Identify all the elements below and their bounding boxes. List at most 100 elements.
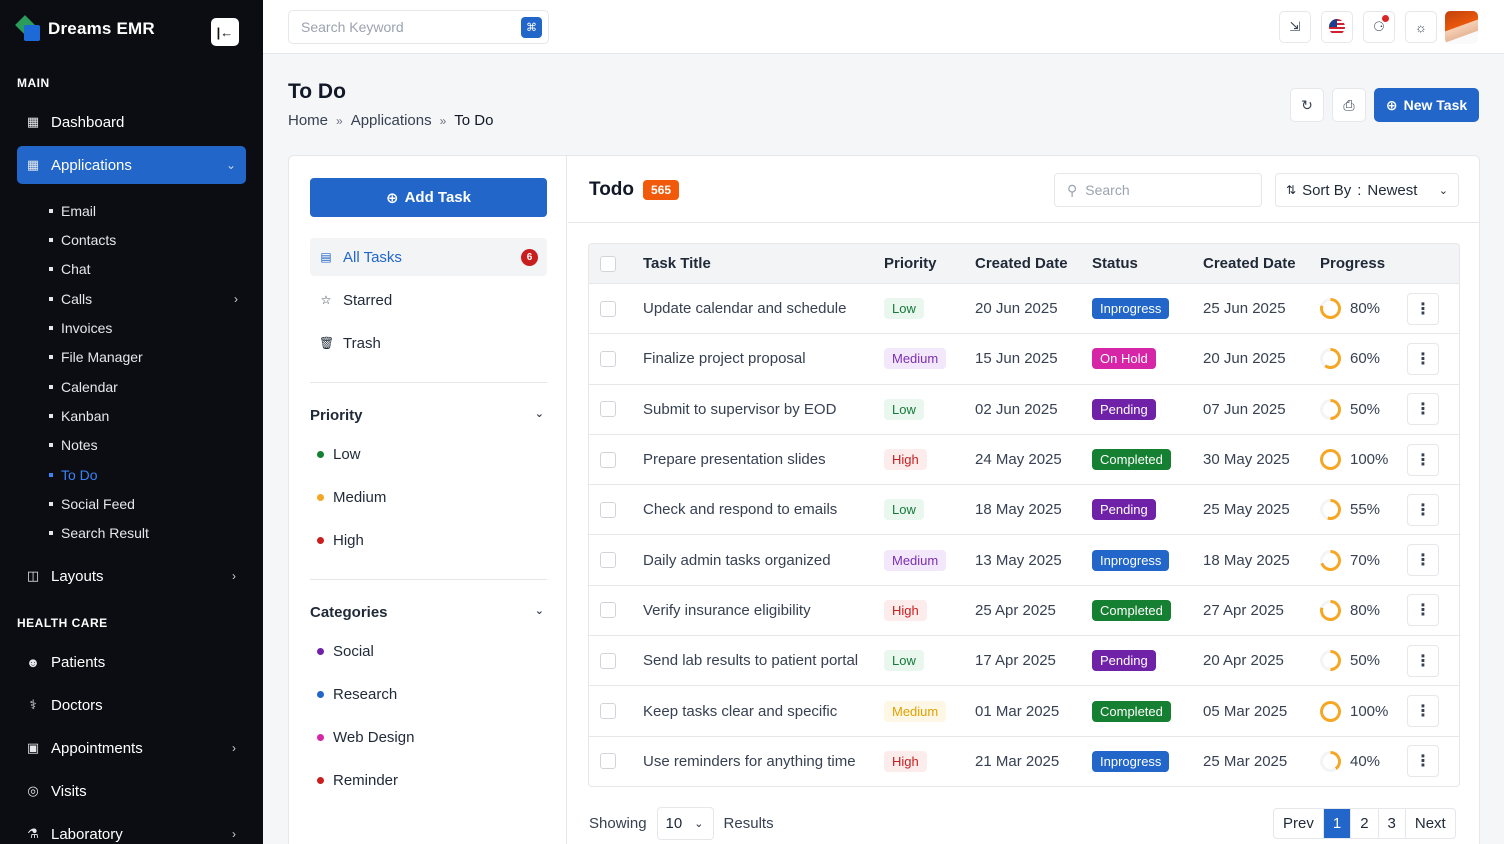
sidebar-subitem-chat[interactable]: Chat: [49, 261, 91, 277]
sidebar-item-doctors[interactable]: ⚕ Doctors: [17, 686, 246, 724]
row-actions-button[interactable]: ⋮: [1407, 443, 1439, 476]
sidebar-subitem-search-result[interactable]: Search Result: [49, 525, 149, 541]
row-actions-button[interactable]: ⋮: [1407, 594, 1439, 627]
sidebar-item-appointments[interactable]: ▣ Appointments ›: [17, 729, 246, 767]
row-checkbox[interactable]: [600, 753, 616, 770]
sidebar-subitem-calls[interactable]: Calls ›: [49, 291, 238, 307]
sidebar-item-layouts[interactable]: ◫ Layouts ›: [17, 557, 246, 595]
todo-search-input[interactable]: ⚲ Search: [1054, 173, 1262, 207]
sidebar-subitem-contacts[interactable]: Contacts: [49, 232, 116, 248]
row-checkbox[interactable]: [600, 350, 616, 367]
row-checkbox[interactable]: [600, 451, 616, 468]
row-checkbox[interactable]: [600, 703, 616, 720]
task-title[interactable]: Finalize project proposal: [643, 350, 806, 368]
sidebar-subitem-file-manager[interactable]: File Manager: [49, 349, 143, 365]
select-all-checkbox[interactable]: [600, 255, 616, 272]
page-size-select[interactable]: 10 ⌄: [656, 807, 714, 840]
search-input[interactable]: Search Keyword ⌘: [288, 10, 549, 44]
add-task-button[interactable]: ⊕ Add Task: [310, 178, 547, 217]
print-button[interactable]: ⎙: [1332, 88, 1366, 122]
sidebar-subitem-email[interactable]: Email: [49, 203, 96, 219]
row-checkbox[interactable]: [600, 602, 616, 619]
command-icon[interactable]: ⌘: [521, 17, 542, 38]
table-row[interactable]: Use reminders for anything time High 21 Ma…: [589, 735, 1459, 786]
column-header-priority[interactable]: Priority: [884, 255, 937, 272]
row-checkbox[interactable]: [600, 552, 616, 569]
table-row[interactable]: Prepare presentation slides High 24 May 20…: [589, 433, 1459, 484]
task-title[interactable]: Prepare presentation slides: [643, 451, 826, 469]
category-filter-social[interactable]: Social: [317, 643, 374, 660]
page-1-button[interactable]: 1: [1322, 809, 1351, 838]
sort-dropdown[interactable]: ⇅ Sort By : Newest ⌄: [1275, 173, 1459, 207]
logo[interactable]: Dreams EMR: [15, 15, 155, 42]
table-row[interactable]: Verify insurance eligibility High 25 Apr 2…: [589, 584, 1459, 635]
breadcrumb-applications[interactable]: Applications: [350, 112, 432, 129]
table-row[interactable]: Submit to supervisor by EOD Low 02 Jun 202…: [589, 383, 1459, 434]
next-page-button[interactable]: Next: [1404, 809, 1455, 838]
sidebar-subitem-invoices[interactable]: Invoices: [49, 320, 112, 336]
notifications-button[interactable]: ⚆: [1363, 11, 1395, 43]
sidebar-subitem-to-do[interactable]: To Do: [49, 467, 98, 483]
row-checkbox[interactable]: [600, 300, 616, 317]
sidebar-item-dashboard[interactable]: ▦ Dashboard: [17, 103, 246, 141]
row-actions-button[interactable]: ⋮: [1407, 745, 1439, 778]
prev-page-button[interactable]: Prev: [1283, 815, 1314, 832]
table-row[interactable]: Update calendar and schedule Low 20 Jun 20…: [589, 283, 1459, 333]
task-title[interactable]: Check and respond to emails: [643, 501, 838, 519]
column-header-progress[interactable]: Progress: [1320, 255, 1386, 272]
avatar[interactable]: [1445, 11, 1478, 44]
category-filter-research[interactable]: Research: [317, 686, 397, 703]
sidebar-subitem-calendar[interactable]: Calendar: [49, 379, 118, 395]
row-actions-button[interactable]: ⋮: [1407, 292, 1439, 325]
row-checkbox[interactable]: [600, 501, 616, 518]
task-title[interactable]: Submit to supervisor by EOD: [643, 400, 837, 418]
row-checkbox[interactable]: [600, 652, 616, 669]
sidebar-item-patients[interactable]: ☻ Patients: [17, 643, 246, 681]
row-actions-button[interactable]: ⋮: [1407, 493, 1439, 526]
new-task-button[interactable]: ⊕ New Task: [1374, 88, 1479, 122]
task-title[interactable]: Verify insurance eligibility: [643, 601, 811, 619]
sidebar-subitem-social-feed[interactable]: Social Feed: [49, 496, 135, 512]
sidebar-item-visits[interactable]: ◎ Visits: [17, 772, 246, 810]
priority-filter-high[interactable]: High: [317, 532, 364, 549]
categories-section-toggle[interactable]: Categories ⌄: [310, 604, 547, 621]
task-title[interactable]: Daily admin tasks organized: [643, 551, 831, 569]
refresh-button[interactable]: ↻: [1290, 88, 1324, 122]
sidebar-subitem-notes[interactable]: Notes: [49, 437, 98, 453]
table-row[interactable]: Send lab results to patient portal Low 17 …: [589, 635, 1459, 685]
task-title[interactable]: Update calendar and schedule: [643, 300, 847, 318]
priority-section-toggle[interactable]: Priority ⌄: [310, 407, 547, 424]
row-actions-button[interactable]: ⋮: [1407, 695, 1439, 728]
sidebar-subitem-kanban[interactable]: Kanban: [49, 408, 109, 424]
column-header-created-date[interactable]: Created Date: [975, 255, 1068, 272]
filter-trash[interactable]: 🗑 Trash: [310, 324, 547, 362]
task-title[interactable]: Send lab results to patient portal: [643, 652, 859, 670]
page-2-button[interactable]: 2: [1350, 809, 1377, 838]
fullscreen-button[interactable]: ⇲: [1279, 11, 1311, 43]
table-row[interactable]: Finalize project proposal Medium 15 Jun 20…: [589, 333, 1459, 383]
table-row[interactable]: Check and respond to emails Low 18 May 202…: [589, 484, 1459, 534]
theme-toggle-button[interactable]: ☼: [1405, 11, 1437, 43]
category-filter-reminder[interactable]: Reminder: [317, 772, 398, 789]
task-title[interactable]: Keep tasks clear and specific: [643, 702, 838, 720]
filter-starred[interactable]: ☆ Starred: [310, 281, 547, 319]
priority-filter-low[interactable]: Low: [317, 446, 361, 463]
page-3-button[interactable]: 3: [1377, 809, 1405, 838]
language-button[interactable]: [1321, 11, 1353, 43]
filter-all-tasks[interactable]: ▤ All Tasks 6: [310, 238, 547, 276]
priority-filter-medium[interactable]: Medium: [317, 489, 386, 506]
row-actions-button[interactable]: ⋮: [1407, 644, 1439, 677]
collapse-sidebar-button[interactable]: |←: [211, 18, 239, 46]
row-actions-button[interactable]: ⋮: [1407, 544, 1439, 577]
column-header-created-date-2[interactable]: Created Date: [1203, 255, 1296, 272]
table-row[interactable]: Keep tasks clear and specific Medium 01 Ma…: [589, 685, 1459, 735]
breadcrumb-home[interactable]: Home: [288, 112, 329, 129]
column-header-status[interactable]: Status: [1092, 255, 1138, 272]
row-actions-button[interactable]: ⋮: [1407, 393, 1439, 426]
row-actions-button[interactable]: ⋮: [1407, 342, 1439, 375]
sidebar-item-laboratory[interactable]: ⚗ Laboratory ›: [17, 815, 246, 844]
category-filter-web-design[interactable]: Web Design: [317, 729, 414, 746]
table-row[interactable]: Daily admin tasks organized Medium 13 May …: [589, 534, 1459, 584]
task-title[interactable]: Use reminders for anything time: [643, 752, 856, 770]
column-header-title[interactable]: Task Title: [643, 255, 711, 272]
